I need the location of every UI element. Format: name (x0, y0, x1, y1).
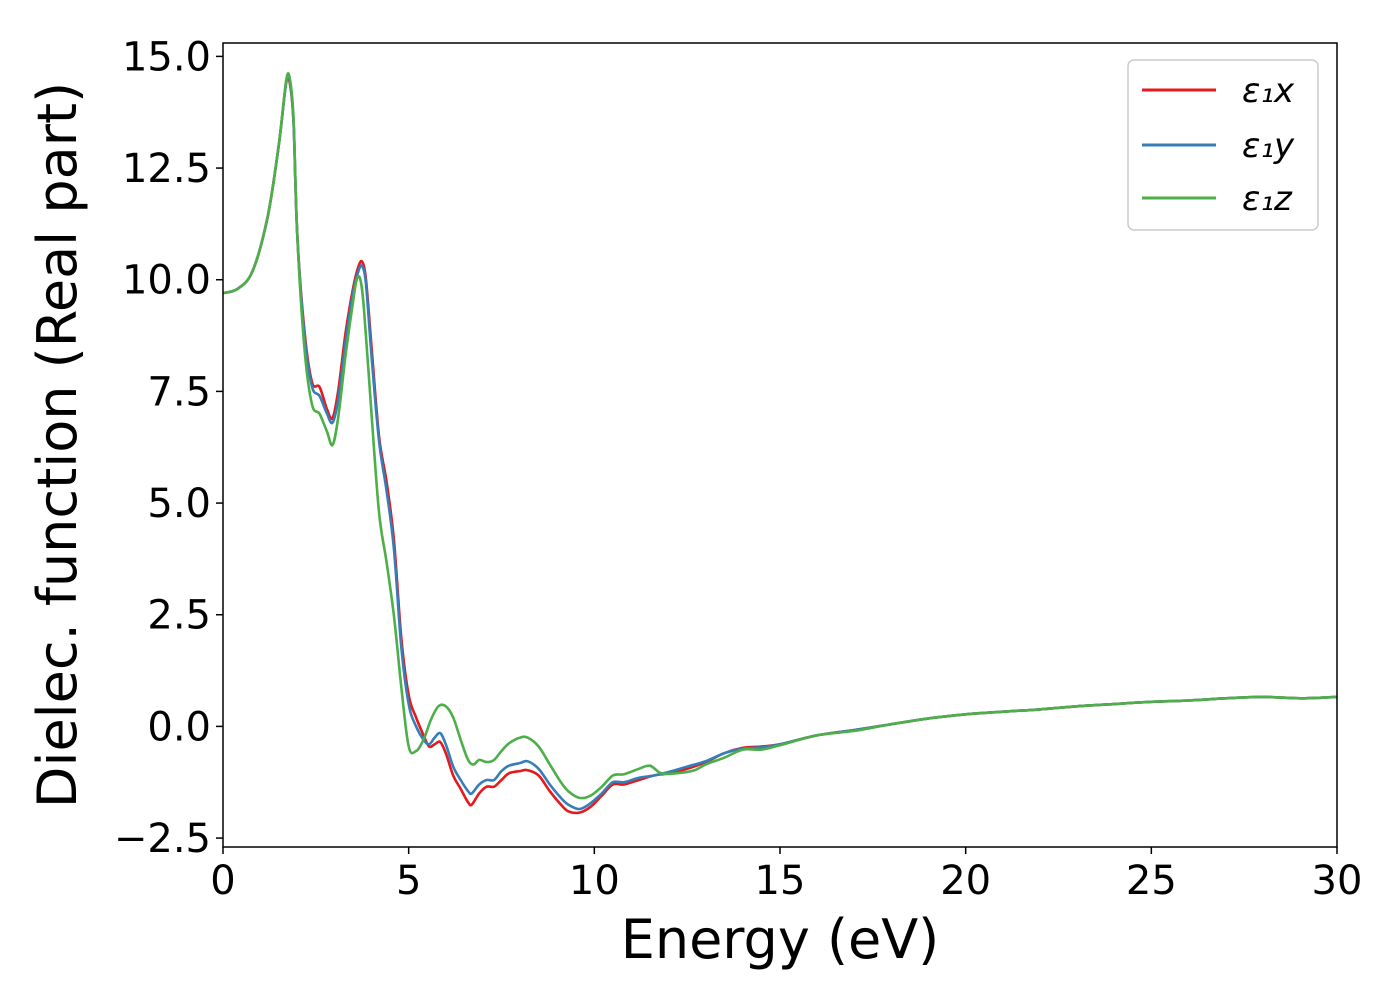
y-tick-label: 15.0 (122, 34, 211, 80)
y-tick-label: 5.0 (147, 481, 211, 527)
x-tick-label: 25 (1126, 858, 1177, 904)
series-layer (222, 71, 1338, 815)
legend-box (1127, 59, 1319, 231)
x-tick-label: 15 (755, 858, 806, 904)
legend: ε₁x ε₁y ε₁z (1127, 59, 1319, 231)
y-tick-label: 12.5 (122, 146, 211, 192)
legend-label-z: ε₁z (1242, 179, 1293, 219)
y-axis: −2.5 0.0 2.5 5.0 7.5 10.0 12.5 15.0 (114, 34, 223, 862)
legend-label-y: ε₁y (1242, 126, 1295, 166)
y-tick-label: 2.5 (147, 593, 211, 639)
y-tick-label: −2.5 (114, 816, 211, 862)
x-tick-label: 0 (210, 858, 235, 904)
x-tick-label: 20 (940, 858, 991, 904)
legend-label-x: ε₁x (1242, 71, 1295, 111)
x-tick-label: 10 (569, 858, 620, 904)
y-axis-title: Dielec. function (Real part) (26, 82, 89, 808)
y-tick-label: 7.5 (147, 369, 211, 415)
series-line-2 (222, 71, 1338, 800)
x-tick-label: 5 (396, 858, 421, 904)
y-tick-label: 10.0 (122, 258, 211, 304)
y-tick-label: 0.0 (147, 704, 211, 750)
x-tick-label: 30 (1312, 858, 1363, 904)
x-axis: 0 5 10 15 20 25 30 (210, 847, 1362, 904)
x-axis-title: Energy (eV) (621, 908, 940, 971)
